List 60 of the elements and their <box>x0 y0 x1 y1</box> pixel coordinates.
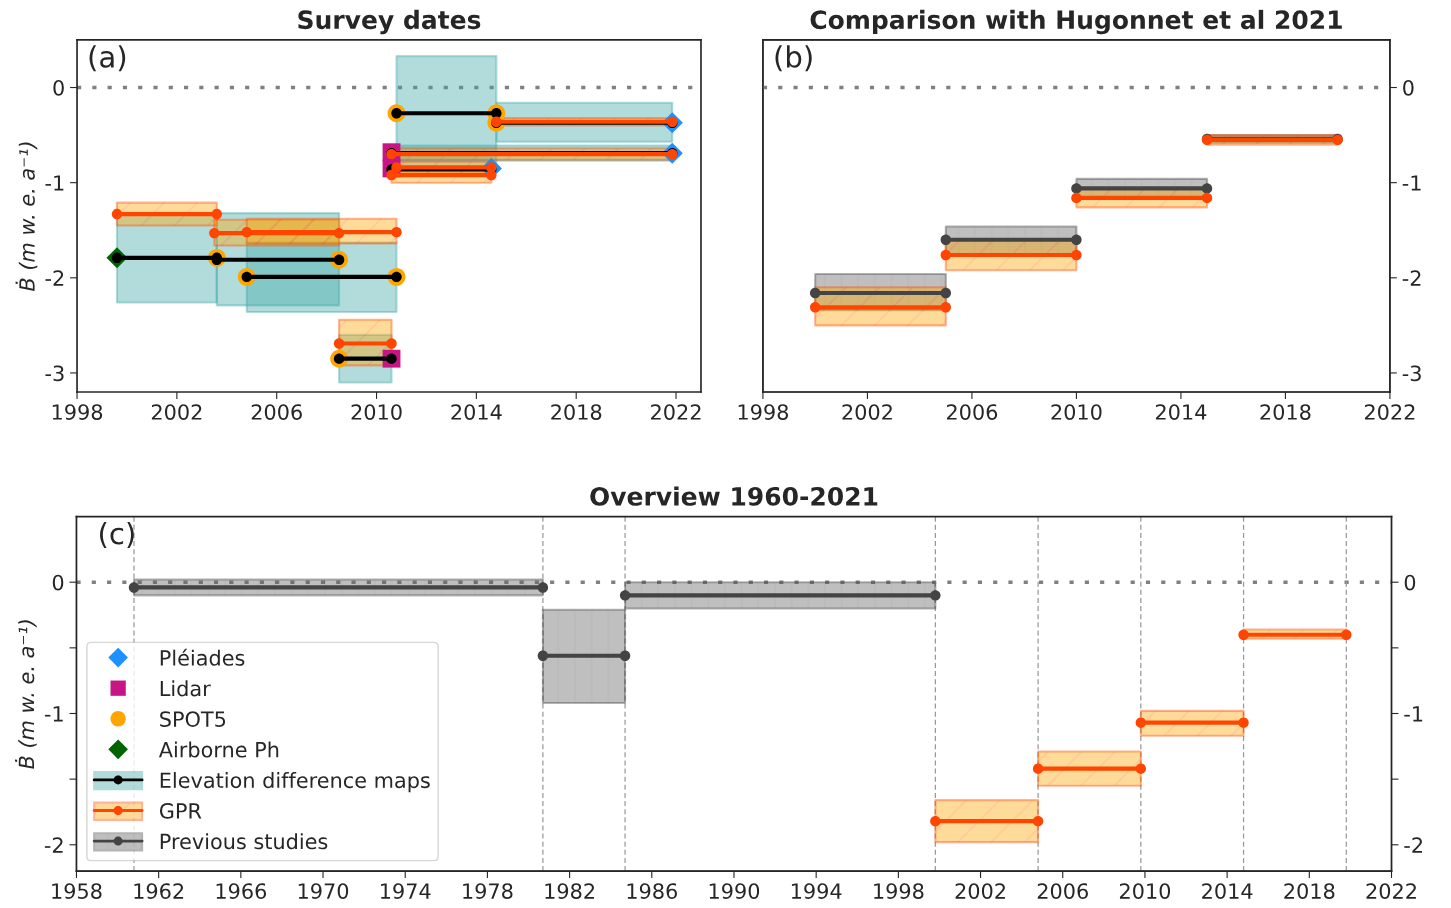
y-tick-label: -2 <box>45 270 64 286</box>
y-tick-label: 0 <box>52 574 64 591</box>
y2-tick-label: 0 <box>1404 574 1416 591</box>
y2-tick-label: -3 <box>1402 365 1421 382</box>
y2-tick-label: 0 <box>1403 79 1414 96</box>
x-tick-label: 1958 <box>52 883 102 899</box>
x-tick-label: 2018 <box>551 404 602 420</box>
x-tick-label: 2014 <box>1202 883 1253 899</box>
legend-label: GPR <box>159 802 202 819</box>
y-tick-label: -2 <box>44 837 63 853</box>
y-tick-label: -3 <box>45 365 64 382</box>
legend-label: SPOT5 <box>160 711 226 727</box>
x-tick-label: 1970 <box>298 883 349 899</box>
chart-title: Overview 1960-2021 <box>590 486 878 506</box>
x-tick-label: 2002 <box>955 883 1005 899</box>
legend-label: Elevation difference maps <box>160 772 430 793</box>
annotation: (c) <box>100 521 134 548</box>
x-tick-label: 1978 <box>463 883 513 899</box>
legend-label: Previous studies <box>160 833 328 850</box>
x-tick-label: 2006 <box>946 404 998 420</box>
x-tick-label: 2022 <box>1366 883 1416 899</box>
y2-tick-label: -2 <box>1402 270 1421 286</box>
x-tick-label: 2018 <box>1284 883 1335 899</box>
x-tick-label: 1998 <box>52 404 103 420</box>
y-tick-label: -1 <box>44 706 63 722</box>
y-axis-title: Ḃ (m w. e. a⁻¹) <box>15 142 38 292</box>
x-tick-label: 2010 <box>351 404 402 420</box>
chart-title: Survey dates <box>298 9 481 35</box>
y2-tick-label: -1 <box>1402 175 1421 191</box>
x-tick-label: 1998 <box>874 883 924 899</box>
y-axis-title: Ḃ (m w. e. a⁻¹) <box>15 620 37 769</box>
x-tick-label: 1994 <box>791 883 842 899</box>
chart-title: Comparison with Hugonnet et al 2021 <box>810 9 1342 35</box>
x-tick-label: 2022 <box>651 404 701 420</box>
x-tick-label: 1962 <box>134 883 184 899</box>
x-tick-label: 2018 <box>1260 404 1311 420</box>
annotation: (a) <box>89 45 126 72</box>
x-tick-label: 2002 <box>151 404 202 420</box>
y2-tick-label: -1 <box>1404 706 1423 722</box>
x-tick-label: 1974 <box>381 883 431 899</box>
x-tick-label: 2022 <box>1364 404 1415 420</box>
legend-label: Pléiades <box>160 648 245 666</box>
x-tick-label: 1998 <box>738 404 789 420</box>
y-tick-label: 0 <box>53 79 64 96</box>
x-tick-label: 1990 <box>709 883 760 899</box>
x-tick-label: 2006 <box>1037 883 1088 899</box>
x-tick-label: 2014 <box>451 404 502 420</box>
x-tick-label: 1982 <box>545 883 595 899</box>
annotation: (b) <box>775 45 812 72</box>
x-tick-label: 2006 <box>251 404 302 420</box>
legend-label: Airborne Ph <box>158 741 279 758</box>
x-tick-label: 1966 <box>216 883 267 899</box>
y-tick-label: -1 <box>45 175 64 191</box>
y2-tick-label: -2 <box>1404 837 1422 853</box>
x-tick-label: 2010 <box>1051 404 1102 420</box>
legend-label: Lidar <box>160 680 211 697</box>
x-tick-label: 1986 <box>627 883 677 899</box>
x-tick-label: 2002 <box>842 404 892 420</box>
x-tick-label: 2014 <box>1155 404 1207 420</box>
x-tick-label: 2010 <box>1119 883 1171 899</box>
